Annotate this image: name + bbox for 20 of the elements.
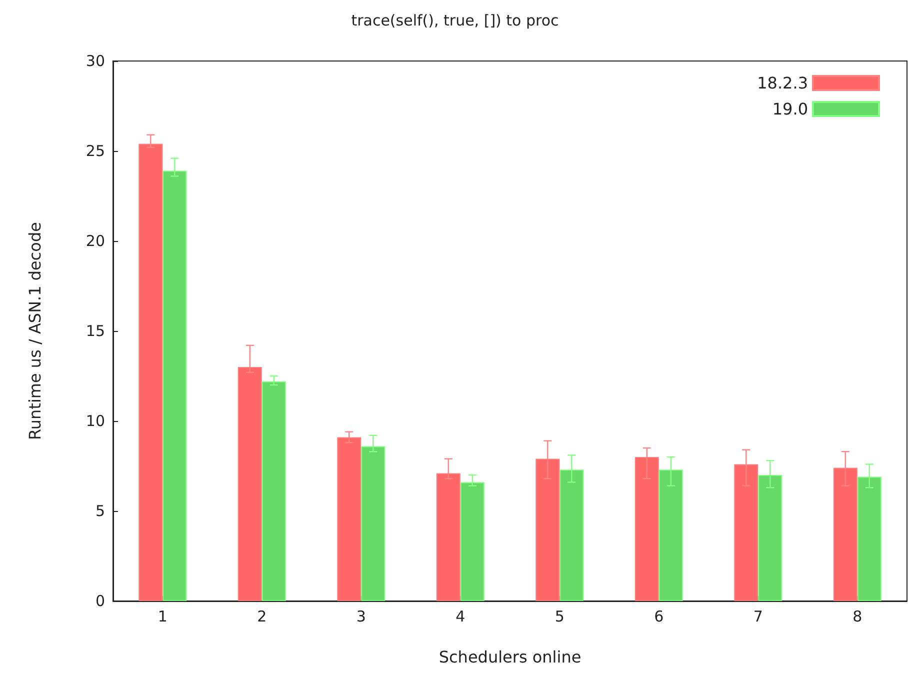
y-tick-label: 15 [86, 322, 105, 340]
x-axis-title: Schedulers online [438, 648, 582, 666]
x-tick-label: 6 [654, 608, 664, 626]
y-tick-label: 10 [86, 412, 105, 430]
x-tick-label: 2 [257, 608, 267, 626]
y-tick-label: 25 [86, 142, 105, 160]
y-tick-label: 20 [86, 232, 105, 250]
x-tick-label: 4 [456, 608, 466, 626]
y-tick-label: 0 [95, 592, 105, 610]
x-tick-label: 8 [852, 608, 862, 626]
x-tick-label: 7 [753, 608, 763, 626]
legend-label: 18.2.3 [757, 74, 808, 92]
legend-label: 19.0 [772, 100, 808, 118]
x-tick-label: 1 [158, 608, 168, 626]
y-axis-title: Runtime us / ASN.1 decode [26, 222, 44, 440]
x-tick-label: 5 [554, 608, 564, 626]
x-tick-label: 3 [356, 608, 366, 626]
y-tick-label: 5 [95, 502, 105, 520]
chart-title: trace(self(), true, []) to proc [351, 12, 559, 30]
y-tick-label: 30 [86, 52, 105, 70]
